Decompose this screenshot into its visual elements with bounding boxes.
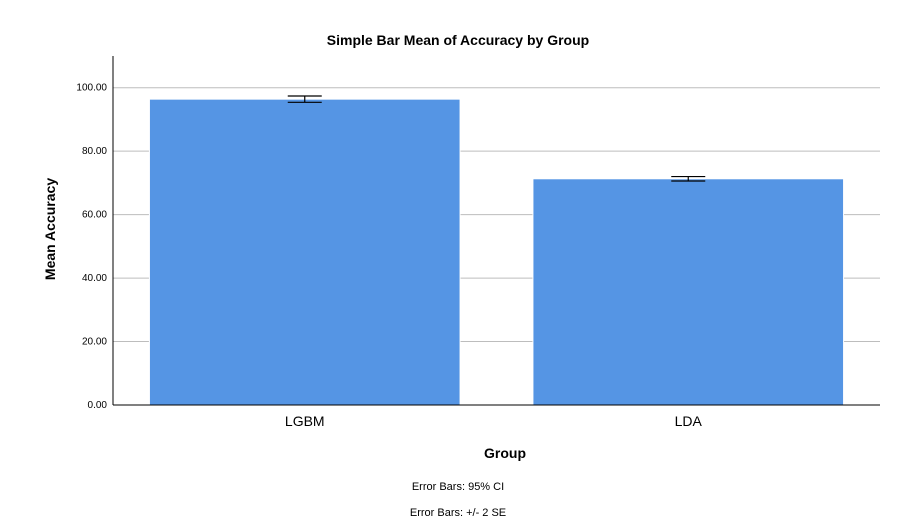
error-bars xyxy=(287,95,706,182)
x-axis-label: Group xyxy=(484,445,526,461)
y-tick-label: 0.00 xyxy=(88,400,108,411)
y-tick-label: 80.00 xyxy=(82,146,107,157)
bar-lda xyxy=(532,178,845,406)
footnote-standard-error: Error Bars: +/- 2 SE xyxy=(410,507,506,519)
x-tick-label: LGBM xyxy=(285,413,325,429)
y-axis-label: Mean Accuracy xyxy=(42,178,58,280)
y-tick-label: 40.00 xyxy=(82,273,107,284)
footnote-confidence-interval: Error Bars: 95% CI xyxy=(412,481,504,493)
y-tick-label: 60.00 xyxy=(82,210,107,221)
x-tick-labels: LGBM LDA xyxy=(285,413,703,429)
error-bar-lda xyxy=(671,175,706,182)
y-tick-labels: 0.00 20.00 40.00 60.00 80.00 100.00 xyxy=(76,83,107,411)
y-tick-label: 100.00 xyxy=(76,83,107,94)
bars xyxy=(148,98,845,406)
x-tick-label: LDA xyxy=(675,413,703,429)
y-tick-label: 20.00 xyxy=(82,337,107,348)
chart-title: Simple Bar Mean of Accuracy by Group xyxy=(327,32,589,48)
error-bar-lgbm xyxy=(287,95,322,103)
bar-lgbm xyxy=(148,98,461,406)
